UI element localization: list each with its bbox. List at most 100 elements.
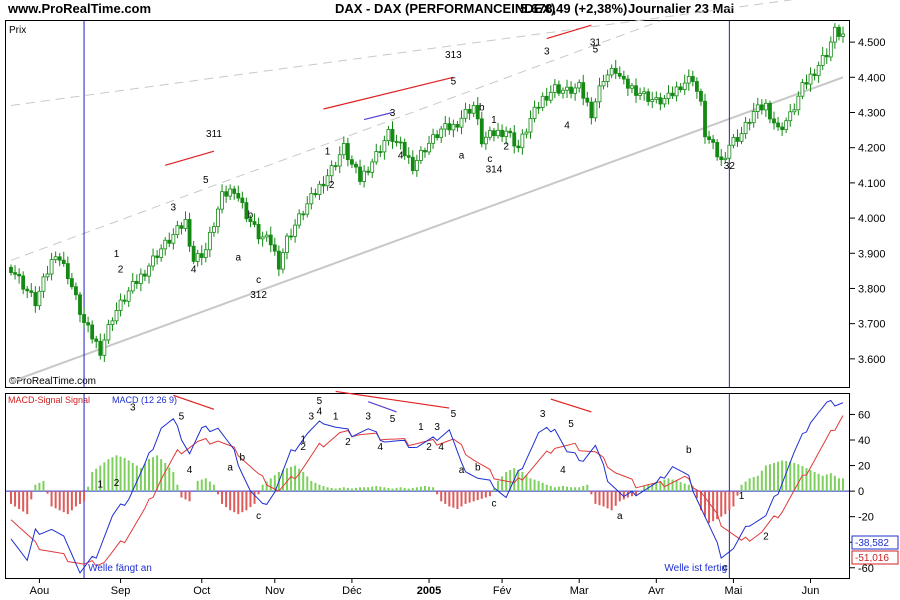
- macd-histogram-bar: [273, 475, 276, 492]
- price-candle: [569, 86, 573, 94]
- macd-histogram-bar: [168, 467, 171, 492]
- price-candle: [240, 197, 245, 203]
- macd-signal-legend: MACD-Signal Signal: [8, 395, 90, 405]
- price-y-tick-label: 4.000: [858, 213, 886, 225]
- macd-histogram-bar: [708, 491, 711, 524]
- wave-label: b: [248, 210, 254, 221]
- macd-histogram-bar: [70, 491, 73, 511]
- price-candle: [447, 123, 452, 131]
- price-candle: [658, 97, 663, 105]
- macd-wave-label: 2: [114, 478, 120, 489]
- site-url[interactable]: www.ProRealTime.com: [8, 1, 152, 16]
- price-y-tick-label: 4.300: [858, 108, 886, 120]
- macd-histogram-bar: [525, 475, 528, 492]
- price-candle: [837, 26, 841, 37]
- price-candle: [414, 160, 419, 171]
- macd-histogram-bar: [716, 491, 719, 520]
- macd-histogram-bar: [582, 486, 585, 492]
- price-candle: [110, 320, 115, 325]
- macd-histogram-bar: [833, 475, 836, 492]
- price-candle: [776, 122, 780, 128]
- price-candle: [552, 84, 557, 93]
- macd-wave-label: a: [459, 465, 465, 476]
- macd-histogram-bar: [221, 491, 224, 504]
- price-candle: [500, 129, 504, 137]
- price-candle: [585, 97, 590, 103]
- price-candle: [832, 26, 837, 43]
- macd-histogram-bar: [245, 491, 248, 511]
- x-tick-label: Nov: [265, 585, 285, 597]
- macd-histogram-bar: [533, 479, 536, 492]
- price-candle: [252, 221, 257, 225]
- price-candle: [147, 265, 151, 277]
- price-y-tick-label: 4.200: [858, 143, 886, 155]
- price-candle: [260, 236, 265, 240]
- macd-wave-label: 3: [540, 409, 546, 420]
- macd-histogram-bar: [545, 484, 548, 492]
- macd-value-badge-box: [851, 535, 899, 550]
- price-candle: [57, 256, 62, 261]
- macd-histogram-bar: [338, 487, 341, 492]
- price-candle: [609, 67, 614, 76]
- price-candle: [268, 234, 273, 246]
- price-candle: [780, 126, 785, 131]
- wave-label: 4: [398, 150, 404, 161]
- price-candle: [711, 139, 716, 143]
- macd-histogram-bar: [50, 491, 53, 507]
- macd-histogram-bar: [537, 480, 540, 492]
- price-trend-line-2: [546, 24, 592, 40]
- macd-histogram-bar: [212, 484, 215, 492]
- macd-histogram-bar: [699, 491, 702, 511]
- price-candle: [678, 86, 683, 91]
- macd-histogram-bar: [208, 481, 211, 492]
- macd-histogram-bar: [241, 491, 244, 513]
- price-candle: [435, 134, 440, 139]
- wave-label: 4: [191, 265, 197, 276]
- price-candle: [382, 140, 387, 153]
- x-tick-label: 2005: [417, 585, 441, 597]
- price-candle: [808, 73, 813, 85]
- price-candle: [82, 314, 86, 323]
- macd-histogram-bar: [375, 486, 378, 492]
- price-candle: [317, 183, 322, 196]
- price-candle: [228, 188, 233, 197]
- price-candle: [130, 281, 135, 292]
- price-candle: [350, 159, 354, 165]
- macd-histogram-bar: [618, 491, 621, 502]
- copyright-label: ©ProRealTime.com: [9, 376, 96, 387]
- price-candle: [276, 250, 281, 270]
- price-candle: [33, 292, 38, 307]
- macd-legend: MACD (12 26 9): [112, 395, 177, 405]
- macd-histogram-bar: [216, 491, 219, 495]
- price-candle: [102, 339, 107, 356]
- macd-histogram-bar: [318, 484, 321, 492]
- macd-histogram-bar: [160, 459, 163, 492]
- macd-wave-label: 3: [130, 403, 136, 414]
- macd-histogram-bar: [265, 481, 268, 492]
- macd-histogram-bar: [200, 479, 203, 492]
- macd-histogram-bar: [184, 491, 187, 500]
- price-candle: [244, 202, 249, 220]
- price-candle: [723, 157, 728, 161]
- macd-wave-label: b: [475, 463, 481, 474]
- macd-histogram-bar: [237, 491, 240, 515]
- macd-histogram-bar: [42, 480, 45, 492]
- price-candle: [138, 273, 143, 284]
- price-panel[interactable]: [5, 20, 850, 388]
- price-candle: [625, 78, 630, 89]
- price-candle: [53, 256, 58, 261]
- macd-histogram-bar: [103, 462, 106, 492]
- macd-histogram-bar: [566, 486, 569, 492]
- price-candle: [841, 33, 845, 37]
- x-tick-label: Fév: [493, 585, 512, 597]
- macd-histogram-bar: [748, 478, 751, 492]
- price-candle: [281, 252, 285, 270]
- price-candle: [613, 67, 618, 74]
- macd-histogram-bar: [407, 488, 410, 492]
- macd-histogram-bar: [95, 468, 98, 492]
- macd-histogram-bar: [704, 491, 707, 517]
- macd-histogram-bar: [829, 473, 832, 492]
- macd-histogram-bar: [468, 491, 471, 503]
- wave-label: 2: [329, 180, 335, 191]
- macd-y-tick-label: 40: [858, 435, 870, 447]
